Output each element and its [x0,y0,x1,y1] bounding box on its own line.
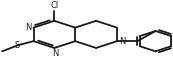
Text: Cl: Cl [50,1,58,10]
Text: N: N [52,49,59,58]
Text: N: N [119,37,126,46]
Text: N: N [25,23,31,32]
Text: S: S [15,41,20,50]
